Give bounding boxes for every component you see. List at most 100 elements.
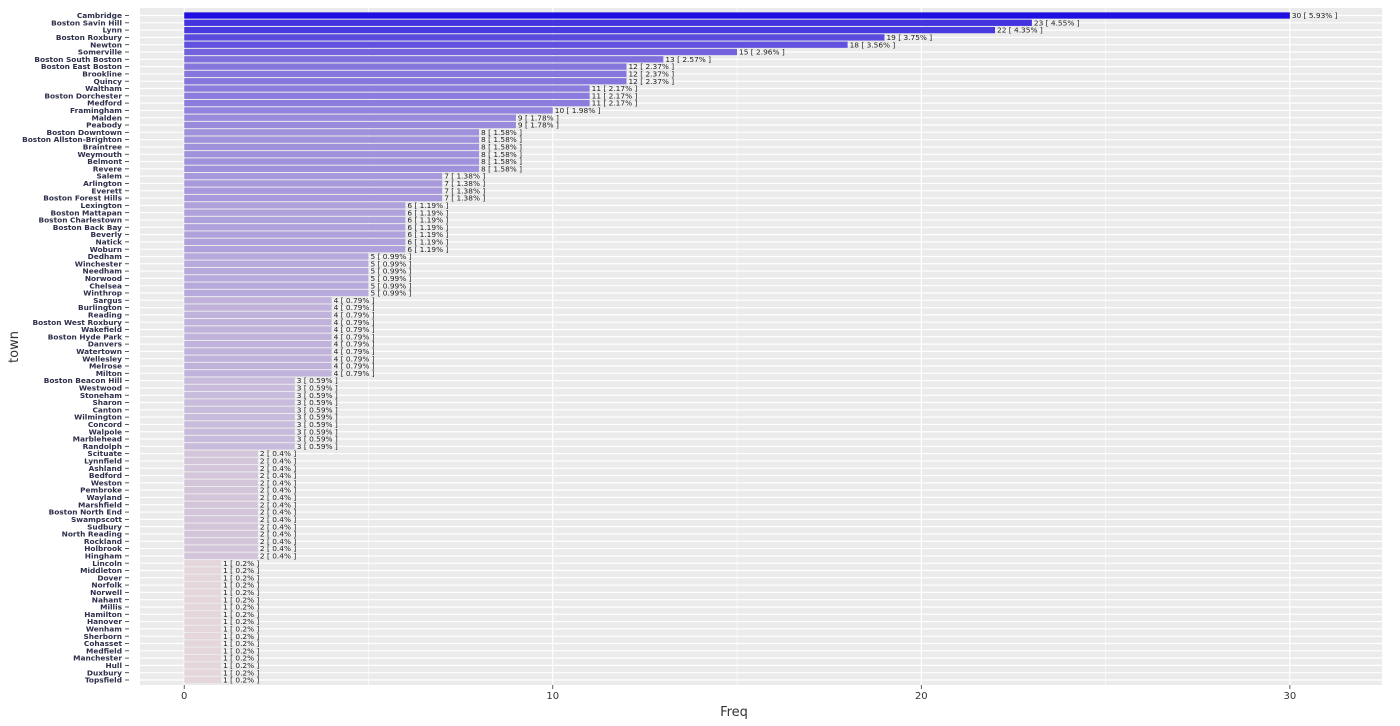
bar (184, 304, 332, 311)
category-label: Medford (87, 99, 122, 108)
x-tick-label: 20 (915, 691, 928, 702)
value-label: 5 [ 0.99% ] (370, 252, 411, 261)
bar (184, 362, 332, 370)
category-label: Danvers (88, 340, 123, 349)
bar (184, 538, 258, 545)
value-label: 5 [ 0.99% ] (370, 259, 411, 268)
value-label: 2 [ 0.4% ] (260, 515, 296, 524)
category-label: Walpole (89, 427, 122, 436)
bar (184, 180, 443, 187)
value-label: 8 [ 1.58% ] (481, 150, 522, 159)
category-label: Brookline (82, 70, 122, 79)
category-label: Peabody (86, 121, 122, 130)
bar (184, 63, 627, 70)
value-label: 8 [ 1.58% ] (481, 143, 522, 152)
bar (184, 384, 295, 392)
value-label: 6 [ 1.19% ] (407, 237, 448, 246)
bar (184, 238, 406, 246)
value-label: 6 [ 1.19% ] (407, 208, 448, 217)
bar (184, 260, 369, 267)
value-label: 2 [ 0.4% ] (260, 471, 296, 480)
value-label: 3 [ 0.59% ] (297, 427, 338, 436)
category-label: Westwood (79, 384, 122, 393)
value-label: 1 [ 0.2% ] (223, 573, 259, 582)
category-label: Chelsea (89, 281, 122, 290)
bar (184, 136, 480, 143)
bar (184, 348, 332, 355)
bar (184, 392, 295, 399)
value-label: 1 [ 0.2% ] (223, 595, 259, 604)
bar (184, 165, 480, 172)
bar (184, 56, 664, 63)
value-label: 2 [ 0.4% ] (260, 551, 296, 560)
bar (184, 479, 258, 486)
value-label: 9 [ 1.78% ] (518, 121, 559, 130)
bar (184, 92, 590, 99)
bar (184, 41, 848, 48)
value-label: 1 [ 0.2% ] (223, 661, 259, 670)
category-label: Everett (91, 186, 122, 195)
bar (184, 78, 627, 85)
bar (184, 173, 443, 180)
category-label: Framingham (70, 106, 122, 115)
bar (184, 603, 222, 611)
category-label: Boston Savin Hill (51, 18, 122, 27)
category-label: Lincoln (92, 559, 122, 568)
category-label: Boston Charlestown (38, 216, 122, 225)
category-label: Winchester (75, 259, 123, 268)
category-label: Winthrop (83, 289, 122, 298)
value-label: 22 [ 4.35% ] (997, 26, 1043, 35)
value-label: 1 [ 0.2% ] (223, 646, 259, 655)
value-label: 3 [ 0.59% ] (297, 398, 338, 407)
bar (184, 158, 480, 165)
value-label: 3 [ 0.59% ] (297, 384, 338, 393)
category-label: Hamilton (84, 610, 122, 619)
bar (184, 194, 443, 202)
bar (184, 654, 222, 662)
bar (184, 231, 406, 238)
category-label: Boston Mattapan (51, 208, 123, 217)
category-label: Boston South Boston (34, 55, 122, 64)
category-label: Sherborn (83, 632, 122, 641)
bar (184, 530, 258, 538)
value-label: 1 [ 0.2% ] (223, 617, 259, 626)
value-label: 4 [ 0.79% ] (334, 318, 375, 327)
value-label: 4 [ 0.79% ] (334, 332, 375, 341)
category-label: Marblehead (73, 435, 122, 444)
value-label: 11 [ 2.17% ] (592, 84, 638, 93)
category-label: Hull (105, 661, 122, 670)
value-label: 11 [ 2.17% ] (592, 99, 638, 108)
value-label: 4 [ 0.79% ] (334, 296, 375, 305)
category-label: Millis (100, 603, 122, 612)
value-label: 5 [ 0.99% ] (370, 281, 411, 290)
value-label: 6 [ 1.19% ] (407, 201, 448, 210)
bar (184, 355, 332, 362)
bar (184, 253, 369, 260)
bar (184, 611, 222, 618)
bar (184, 99, 590, 107)
category-label: Salem (96, 172, 122, 181)
bar (184, 457, 258, 465)
category-label: Melrose (89, 362, 122, 371)
bar (184, 129, 480, 136)
category-label: Marshfield (78, 500, 122, 509)
category-label: Boston Forest Hills (43, 194, 122, 203)
category-label: Boston Allston-Brighton (22, 135, 122, 144)
category-label: Needham (83, 267, 123, 276)
category-label: Natick (95, 237, 123, 246)
bar (184, 508, 258, 516)
category-label: Dover (97, 573, 122, 582)
x-axis-title: Freq (720, 705, 748, 720)
category-label: Randolph (83, 442, 122, 451)
value-label: 3 [ 0.59% ] (297, 391, 338, 400)
bar (184, 267, 369, 275)
bar (184, 85, 590, 92)
category-label: Belmont (87, 157, 122, 166)
category-label: Boston North End (49, 508, 122, 517)
value-label: 4 [ 0.79% ] (334, 340, 375, 349)
category-label: Hingham (85, 551, 123, 560)
bar (184, 246, 406, 253)
bar (184, 34, 885, 41)
value-label: 5 [ 0.99% ] (370, 289, 411, 298)
category-label: Arlington (83, 179, 122, 188)
